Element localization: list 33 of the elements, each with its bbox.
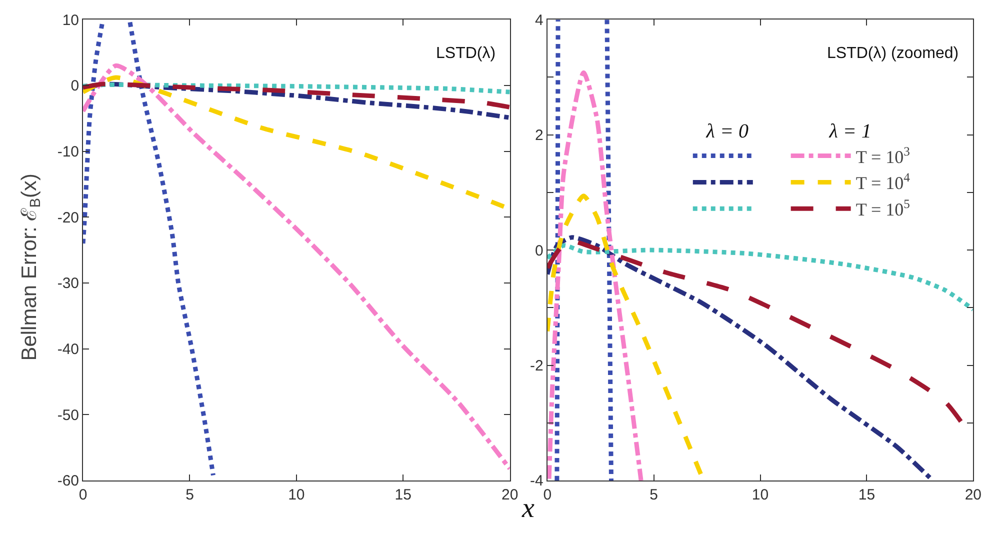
y-tick-label: -4: [530, 472, 544, 490]
annotation: LSTD(λ): [436, 45, 496, 62]
line-series: [83, 63, 510, 471]
x-tick-label: 20: [501, 486, 518, 504]
line-series: [547, 243, 974, 312]
x-tick-label: 10: [752, 486, 769, 504]
legend-label: T = 10$^{5}$: [856, 197, 910, 220]
y-tick-label: 2: [535, 127, 544, 144]
line-series: [83, 82, 510, 94]
x-tick-label: 5: [650, 486, 658, 504]
y-tick-label: -2: [530, 358, 544, 375]
x-tick-label: 20: [964, 486, 982, 504]
x-tick-label: 15: [858, 486, 876, 504]
y-tick-label: 10: [62, 12, 80, 29]
x-axis-title: x: [521, 493, 535, 524]
y-tick-label: 0: [70, 78, 80, 95]
y-tick-label: -20: [57, 209, 80, 226]
legend-label: T = 10$^{3}$: [856, 144, 910, 167]
y-tick-label: -50: [57, 406, 80, 424]
x-tick-label: 5: [186, 486, 194, 504]
annotation: λ = 0: [705, 120, 748, 143]
y-tick-label: -30: [57, 275, 80, 292]
y-tick-label: 0: [535, 242, 544, 260]
y-tick-label: -40: [57, 341, 80, 358]
y-tick-label: -60: [57, 472, 80, 490]
x-tick-label: 15: [394, 486, 412, 504]
line-series: [547, 70, 644, 480]
annotation: LSTD(λ) (zoomed): [827, 45, 959, 62]
y-tick-label: -10: [57, 144, 80, 161]
annotation: λ = 1: [828, 120, 872, 143]
legend-label: T = 10$^{4}$: [856, 170, 911, 194]
x-tick-label: 10: [288, 486, 305, 504]
y-tick-label: 4: [535, 12, 544, 29]
